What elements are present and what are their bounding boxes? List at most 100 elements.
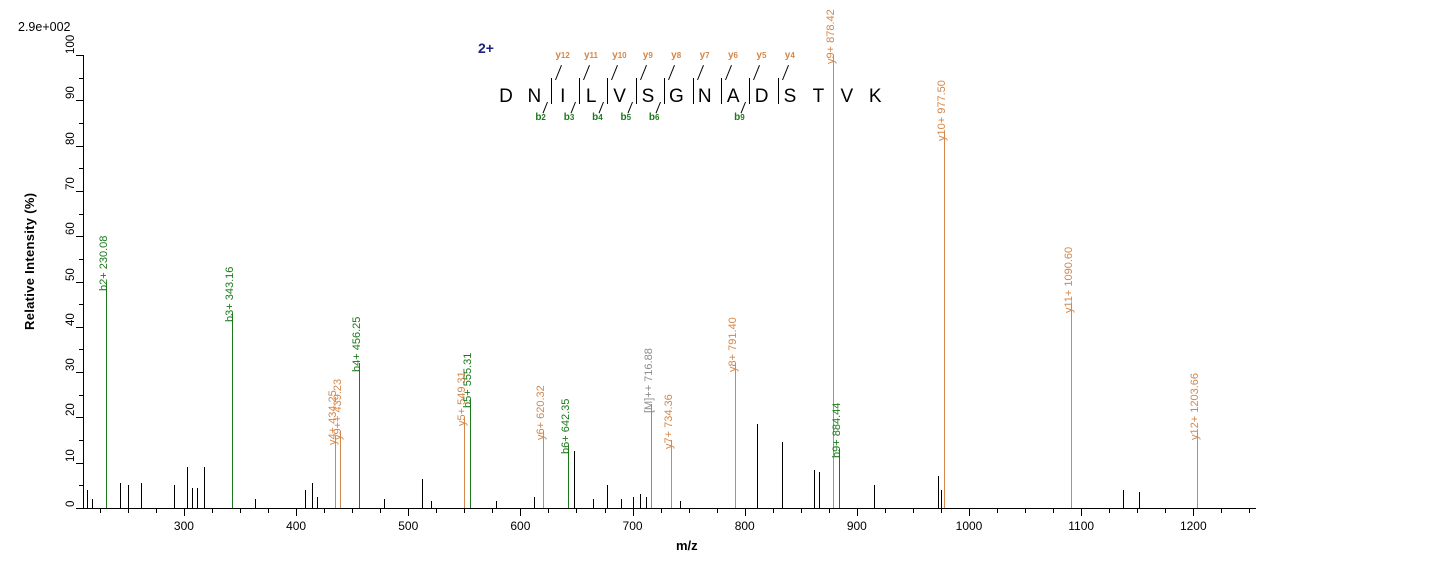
x-tick	[1025, 508, 1027, 513]
residue-s-11: S	[783, 86, 797, 107]
spectrum-peak	[646, 496, 647, 508]
y-tick	[76, 326, 83, 328]
residue-n-2: N	[527, 86, 542, 107]
x-axis-title: m/z	[676, 538, 698, 553]
spectrum-peak-labeled[interactable]	[1070, 304, 1072, 508]
peak-label: y11+ 1090.60	[1062, 246, 1075, 314]
y-tick	[76, 55, 83, 56]
y-tick	[79, 122, 83, 124]
x-tick-label: 900	[846, 519, 867, 533]
spectrum-peak-labeled[interactable]	[334, 435, 336, 508]
x-tick	[632, 508, 634, 516]
residue-t-12: T	[812, 86, 825, 107]
spectrum-peak	[311, 483, 313, 508]
spectrum-peak	[679, 501, 681, 508]
spectrum-peak-labeled[interactable]	[651, 403, 653, 508]
spectrum-peak-labeled[interactable]	[105, 281, 107, 508]
spectrum-peak-labeled[interactable]	[839, 449, 841, 508]
spectrum-peak	[187, 467, 189, 508]
y-ion-label-7: y7	[699, 50, 710, 61]
y-tick	[79, 349, 83, 351]
spectrum-peak	[640, 494, 642, 508]
spectrum-peak	[191, 487, 193, 508]
x-tick	[716, 508, 718, 513]
x-tick	[1165, 508, 1167, 513]
y-ion-tick	[583, 64, 590, 81]
x-tick-label: 700	[622, 519, 643, 533]
x-tick	[99, 508, 101, 513]
peak-label: b9+ 884.44	[831, 402, 844, 459]
spectrum-peak-labeled[interactable]	[1197, 431, 1199, 508]
y-ion-label-10: y10	[612, 50, 627, 61]
spectrum-peak-labeled[interactable]	[567, 444, 569, 508]
x-tick	[744, 508, 746, 516]
peak-label: b4+ 456.25	[351, 316, 364, 373]
spectrum-peak	[87, 489, 89, 508]
x-tick	[856, 508, 858, 516]
intensity-scale-note: 2.9e+002	[18, 20, 71, 34]
residue-d-1: D	[499, 86, 513, 107]
spectrum-peak	[814, 469, 816, 508]
precursor-charge-label: 2+	[478, 40, 494, 56]
residue-g-7: G	[669, 86, 684, 107]
spectrum-peak	[632, 496, 634, 508]
spectrum-peak-labeled[interactable]	[735, 363, 737, 508]
x-tick	[576, 508, 578, 513]
y-ion-label-11: y11	[583, 50, 599, 61]
residue-d-10: D	[754, 86, 769, 107]
spectrum-peak-labeled[interactable]	[340, 431, 342, 508]
x-tick-label: 1000	[955, 519, 983, 533]
x-tick	[912, 508, 914, 513]
spectrum-peak-labeled[interactable]	[943, 132, 945, 508]
spectrum-peak-labeled[interactable]	[543, 431, 545, 508]
spectrum-peak-labeled[interactable]	[359, 363, 361, 508]
plot-area: 0 10 20 30 40 50 60 70 80 90 100 300 400 500 600 700 80…	[65, 9, 1255, 533]
x-tick	[548, 508, 550, 513]
spectrum-peak	[383, 498, 385, 508]
x-axis-line	[83, 508, 1256, 509]
y-ion-tick	[639, 64, 647, 81]
x-tick	[240, 508, 241, 513]
spectrum-peak	[197, 487, 199, 508]
cleavage-bar	[635, 78, 637, 104]
spectrum-peak	[621, 498, 623, 508]
y-axis-line	[83, 55, 84, 509]
peak-label: b2+ 230.08	[97, 235, 110, 291]
spectrum-peak	[1122, 489, 1124, 508]
b-ion-label-3: b3	[563, 112, 575, 123]
spectrum-peak	[91, 498, 93, 508]
x-tick	[997, 508, 999, 513]
cleavage-bar	[550, 78, 552, 104]
residue-n-8: N	[697, 86, 712, 107]
x-tick	[800, 508, 802, 513]
y-ion-label-9: y9	[642, 50, 653, 61]
y-ion-label-8: y8	[671, 50, 682, 61]
spectrum-peak-labeled[interactable]	[232, 313, 234, 508]
x-tick	[660, 508, 662, 513]
b-ion-label-4: b4	[592, 112, 603, 123]
y-tick	[76, 281, 83, 283]
y-tick	[76, 508, 83, 509]
y-tick	[76, 236, 83, 238]
spectrum-peak	[317, 496, 319, 508]
x-tick	[127, 508, 129, 513]
spectrum-peak-labeled[interactable]	[470, 399, 472, 508]
y-tick	[79, 168, 83, 170]
spectrum-peak	[305, 489, 307, 508]
spectrum-peak-labeled[interactable]	[463, 417, 465, 508]
x-tick	[155, 508, 157, 513]
y-tick	[76, 100, 83, 102]
x-tick	[828, 508, 830, 513]
y-ion-tick	[696, 64, 704, 81]
y-ion-label-12: y12	[555, 50, 570, 61]
spectrum-peak-labeled[interactable]	[832, 55, 834, 508]
spectrum-peak	[940, 489, 942, 508]
peak-label: y8+ 791.40	[727, 317, 740, 373]
b-ion-label-9: b9	[734, 112, 745, 123]
y-ion-label-4: y4	[784, 50, 795, 61]
spectrum-peak-labeled[interactable]	[671, 440, 673, 508]
peak-label: y7+ 734.36	[663, 394, 676, 450]
y-tick	[76, 145, 83, 147]
peak-label: [M]++ 716.88	[643, 347, 656, 413]
